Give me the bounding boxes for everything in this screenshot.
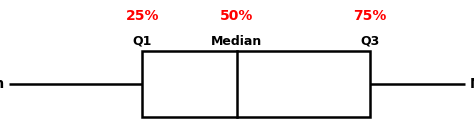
Text: 25%: 25% bbox=[126, 9, 159, 23]
Text: Q3: Q3 bbox=[360, 35, 379, 48]
Text: Max: Max bbox=[469, 77, 474, 91]
Text: 75%: 75% bbox=[353, 9, 386, 23]
Text: 50%: 50% bbox=[220, 9, 254, 23]
Text: Min: Min bbox=[0, 77, 5, 91]
Bar bbox=[142, 51, 370, 117]
Text: Median: Median bbox=[211, 35, 263, 48]
Text: Q1: Q1 bbox=[133, 35, 152, 48]
